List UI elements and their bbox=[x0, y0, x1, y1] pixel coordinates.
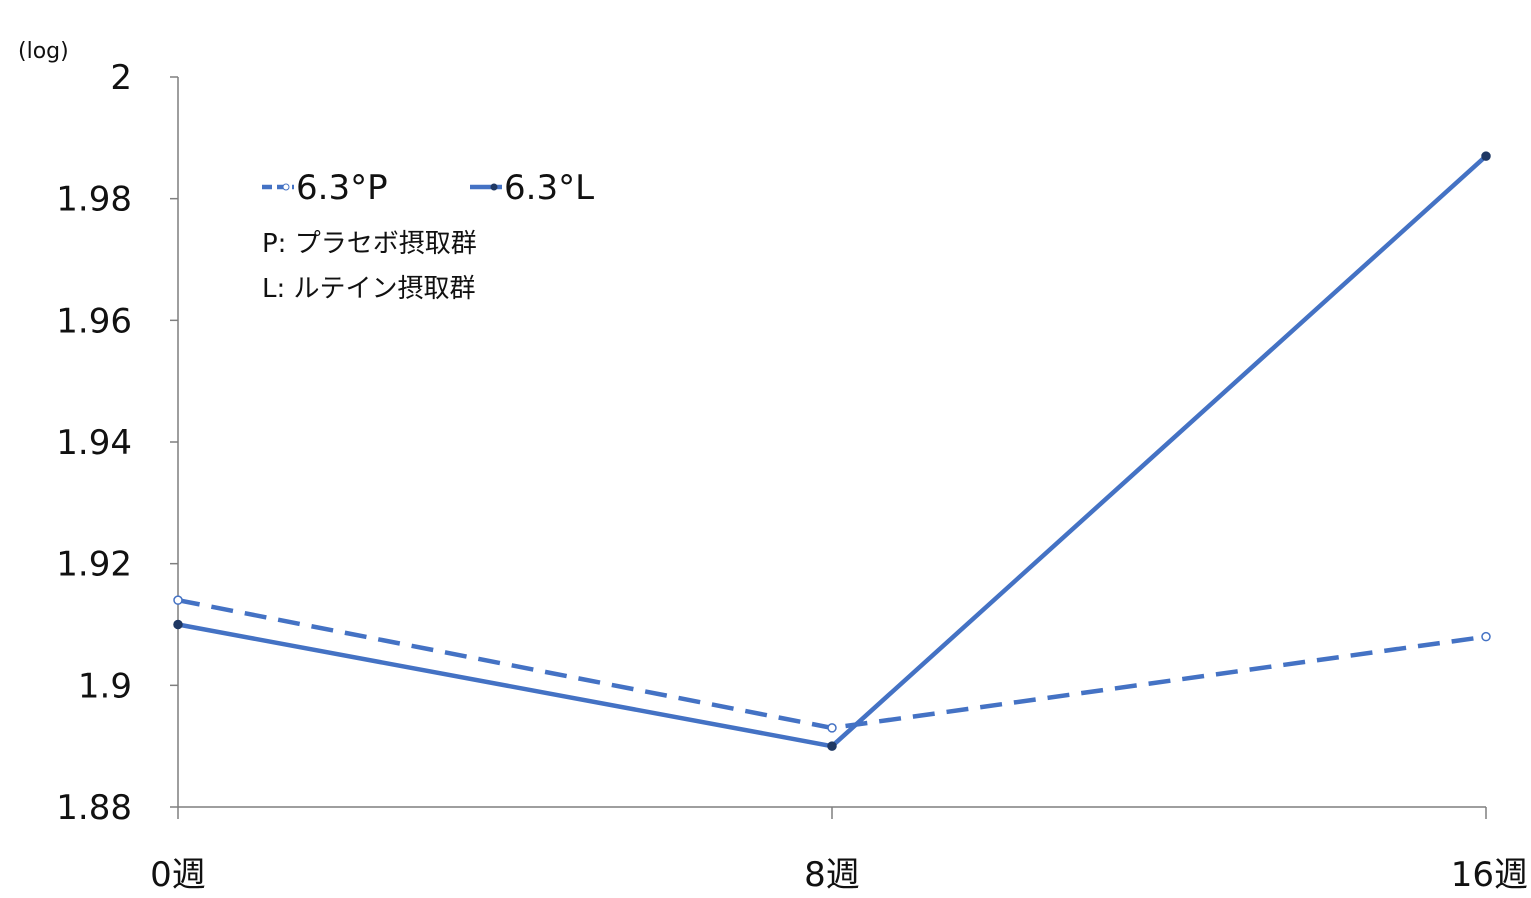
y-tick-label: 1.92 bbox=[56, 545, 132, 585]
x-tick-label: 0週 bbox=[150, 855, 206, 894]
legend-label: 6.3°L bbox=[504, 168, 594, 208]
legend: 6.3°P 6.3°L P: プラセボ摂取群 L: ルテイン摂取群 bbox=[262, 168, 594, 304]
y-tick-label: 1.96 bbox=[56, 301, 132, 341]
tick-labels: 1.88 1.9 1.92 1.94 1.96 1.98 2 0週 8週 16週 bbox=[56, 58, 1528, 895]
x-tick-label: 8週 bbox=[804, 855, 860, 894]
series-layer bbox=[173, 151, 1491, 751]
data-point bbox=[827, 741, 837, 751]
data-point bbox=[173, 619, 183, 630]
y-tick-label: 2 bbox=[110, 58, 132, 98]
y-tick-label: 1.9 bbox=[78, 666, 132, 706]
axes bbox=[170, 76, 1487, 819]
y-tick-label: 1.98 bbox=[56, 180, 132, 220]
legend-marker bbox=[282, 183, 290, 191]
legend-label: 6.3°P bbox=[296, 168, 388, 208]
data-point bbox=[1481, 631, 1491, 642]
data-point bbox=[173, 595, 183, 605]
legend-marker bbox=[490, 183, 498, 191]
legend-note: P: プラセボ摂取群 bbox=[262, 229, 477, 259]
y-unit-label: (log) bbox=[18, 39, 69, 64]
y-tick-label: 1.94 bbox=[56, 423, 132, 463]
data-point bbox=[827, 723, 837, 733]
data-point bbox=[1481, 151, 1491, 161]
series-line-placebo bbox=[177, 597, 1487, 731]
x-tick-label: 16週 bbox=[1451, 855, 1528, 894]
legend-note: L: ルテイン摂取群 bbox=[262, 274, 476, 304]
y-tick-label: 1.88 bbox=[56, 788, 132, 828]
